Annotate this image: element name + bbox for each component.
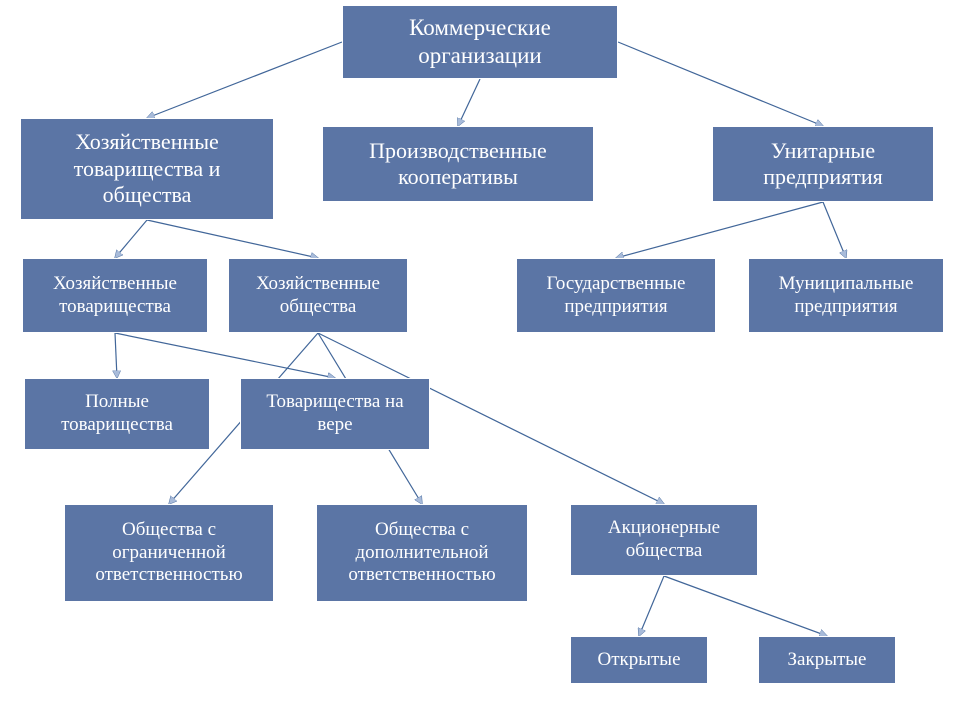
node-lvl5_1: Общества с ограниченной ответственностью <box>64 504 274 602</box>
node-lvl3_3: Государственные предприятия <box>516 258 716 333</box>
node-label: Закрытые <box>788 649 867 672</box>
node-root: Коммерческие организации <box>342 5 618 79</box>
edge-lvl2_1-to-lvl3_2 <box>147 220 318 258</box>
node-label: Унитарные предприятия <box>719 138 927 191</box>
node-label: Открытые <box>597 649 680 672</box>
edge-lvl5_3-to-lvl6_2 <box>664 576 827 636</box>
edges-layer <box>0 0 960 720</box>
node-label: Хозяйственные товарищества <box>29 273 201 319</box>
node-lvl6_2: Закрытые <box>758 636 896 684</box>
node-lvl5_2: Общества с дополнительной ответственност… <box>316 504 528 602</box>
node-label: Общества с дополнительной ответственност… <box>323 519 521 587</box>
node-lvl6_1: Открытые <box>570 636 708 684</box>
node-lvl5_3: Акционерные общества <box>570 504 758 576</box>
node-lvl3_2: Хозяйственные общества <box>228 258 408 333</box>
edge-root-to-lvl2_2 <box>458 79 480 126</box>
node-lvl4_1: Полные товарищества <box>24 378 210 450</box>
node-lvl2_1: Хозяйственные товарищества и общества <box>20 118 274 220</box>
node-lvl3_4: Муниципальные предприятия <box>748 258 944 333</box>
node-label: Коммерческие организации <box>349 14 611 69</box>
edge-lvl2_3-to-lvl3_4 <box>823 202 846 258</box>
node-lvl2_2: Производственные кооперативы <box>322 126 594 202</box>
node-lvl3_1: Хозяйственные товарищества <box>22 258 208 333</box>
node-lvl2_3: Унитарные предприятия <box>712 126 934 202</box>
node-label: Акционерные общества <box>577 517 751 563</box>
edge-lvl3_1-to-lvl4_1 <box>115 333 117 378</box>
node-label: Товарищества на вере <box>247 391 423 437</box>
diagram-canvas: Коммерческие организации Хозяйственные то… <box>0 0 960 720</box>
node-label: Полные товарищества <box>31 391 203 437</box>
node-lvl4_2: Товарищества на вере <box>240 378 430 450</box>
edge-lvl2_1-to-lvl3_1 <box>115 220 147 258</box>
node-label: Производственные кооперативы <box>329 138 587 191</box>
edge-lvl3_1-to-lvl4_2 <box>115 333 335 378</box>
node-label: Хозяйственные общества <box>235 273 401 319</box>
node-label: Муниципальные предприятия <box>755 273 937 319</box>
node-label: Государственные предприятия <box>523 273 709 319</box>
edge-lvl5_3-to-lvl6_1 <box>639 576 664 636</box>
edge-root-to-lvl2_3 <box>618 42 823 126</box>
edge-lvl2_3-to-lvl3_3 <box>616 202 823 258</box>
node-label: Общества с ограниченной ответственностью <box>71 519 267 587</box>
node-label: Хозяйственные товарищества и общества <box>27 129 267 208</box>
edge-root-to-lvl2_1 <box>147 42 342 118</box>
